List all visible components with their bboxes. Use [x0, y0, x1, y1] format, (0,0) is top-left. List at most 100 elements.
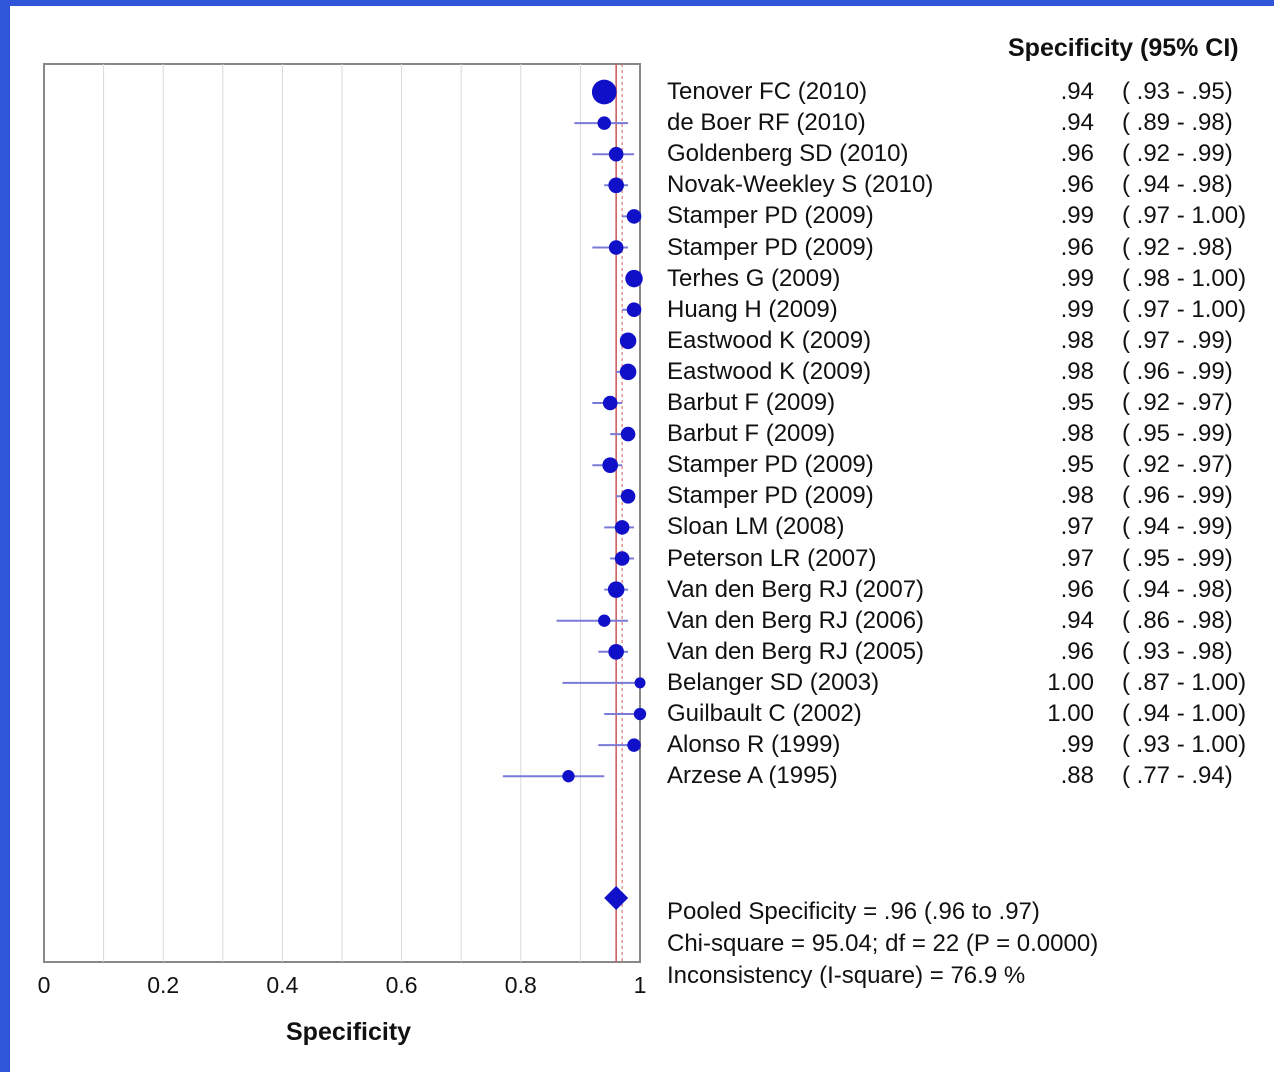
study-point: [608, 644, 624, 660]
study-point: [562, 770, 575, 783]
confidence-interval: ( .98 - 1.00): [1122, 264, 1247, 292]
specificity-value: .94: [1060, 606, 1094, 634]
study-point: [620, 426, 636, 442]
specificity-value: .99: [1060, 202, 1094, 230]
confidence-interval: ( .92 - .99): [1122, 140, 1233, 168]
study-name: Eastwood K (2009): [667, 357, 872, 385]
study-point: [608, 177, 624, 194]
specificity-value: .96: [1060, 575, 1094, 603]
specificity-value: 1.00: [1047, 668, 1094, 696]
study-point: [627, 738, 641, 752]
study-name: Guilbault C (2002): [667, 700, 862, 727]
specificity-value: .88: [1060, 762, 1094, 790]
study-name: Stamper PD (2009): [667, 202, 874, 230]
study-name: Barbut F (2009): [667, 389, 836, 416]
confidence-interval: ( .96 - .99): [1122, 357, 1233, 385]
column-header: Specificity (95% CI): [1008, 34, 1239, 62]
specificity-value: .98: [1060, 482, 1094, 510]
study-name: Novak-Weekley S (2010): [667, 171, 934, 199]
study-name: Stamper PD (2009): [667, 233, 874, 261]
confidence-interval: ( .97 - 1.00): [1122, 202, 1247, 230]
pooled-diamond: [604, 886, 629, 910]
study-point: [591, 79, 617, 105]
study-point: [619, 332, 637, 350]
study-point: [614, 551, 630, 566]
x-tick-label: 0.6: [385, 972, 418, 998]
study-name: Stamper PD (2009): [667, 482, 874, 510]
confidence-interval: ( .96 - .99): [1122, 482, 1233, 510]
specificity-value: .94: [1060, 109, 1094, 137]
specificity-value: .96: [1060, 140, 1094, 168]
inconsistency-text: Inconsistency (I-square) = 76.9 %: [667, 962, 1026, 989]
study-name: Peterson LR (2007): [667, 544, 877, 572]
study-point: [620, 489, 636, 504]
confidence-interval: ( .93 - .98): [1122, 637, 1233, 665]
x-axis-label: Specificity: [286, 1018, 412, 1046]
specificity-value: .98: [1060, 326, 1094, 354]
confidence-interval: ( .94 - .98): [1122, 171, 1233, 199]
confidence-interval: ( .97 - 1.00): [1122, 295, 1247, 323]
confidence-interval: ( .77 - .94): [1122, 762, 1233, 790]
confidence-interval: ( .89 - .98): [1122, 109, 1233, 137]
specificity-value: .97: [1060, 544, 1094, 572]
specificity-value: .99: [1060, 295, 1094, 323]
study-point: [608, 146, 624, 162]
specificity-value: .95: [1060, 451, 1094, 479]
confidence-interval: ( .94 - 1.00): [1122, 700, 1247, 727]
study-name: de Boer RF (2010): [667, 109, 866, 137]
confidence-interval: ( .92 - .98): [1122, 233, 1233, 261]
study-point: [597, 116, 611, 130]
study-name: Arzese A (1995): [667, 762, 838, 790]
study-point: [633, 707, 647, 721]
study-name: Tenover FC (2010): [667, 78, 868, 105]
study-point: [602, 395, 618, 411]
x-tick-label: 0.4: [266, 972, 299, 998]
chi-square-text: Chi-square = 95.04; df = 22 (P = 0.0000): [667, 930, 1099, 957]
specificity-value: .97: [1060, 513, 1094, 541]
specificity-value: .96: [1060, 171, 1094, 199]
study-name: Alonso R (1999): [667, 731, 841, 759]
study-name: Terhes G (2009): [667, 264, 841, 292]
study-name: Stamper PD (2009): [667, 451, 874, 479]
study-point: [614, 520, 630, 535]
specificity-value: .96: [1060, 233, 1094, 261]
x-tick-label: 0: [37, 972, 51, 998]
study-point: [619, 363, 637, 381]
pooled-specificity-text: Pooled Specificity = .96 (.96 to .97): [667, 898, 1040, 925]
x-tick-label: 0.2: [147, 972, 180, 998]
study-name: Belanger SD (2003): [667, 668, 880, 696]
chart-panel: Specificity (95% CI) Tenover FC (2010) .9…: [10, 6, 1274, 1072]
specificity-value: .98: [1060, 420, 1094, 448]
specificity-value: .98: [1060, 357, 1094, 385]
specificity-value: .94: [1060, 78, 1094, 105]
study-point: [634, 677, 646, 689]
confidence-interval: ( .94 - .99): [1122, 513, 1233, 541]
study-name: Goldenberg SD (2010): [667, 140, 909, 168]
study-name: Barbut F (2009): [667, 420, 836, 448]
study-point: [625, 269, 643, 288]
specificity-value: .99: [1060, 264, 1094, 292]
confidence-interval: ( .92 - .97): [1122, 389, 1233, 416]
confidence-interval: ( .92 - .97): [1122, 451, 1233, 479]
study-point: [626, 302, 642, 317]
confidence-interval: ( .95 - .99): [1122, 420, 1233, 448]
study-name: Eastwood K (2009): [667, 326, 872, 354]
specificity-value: .95: [1060, 389, 1094, 416]
study-name: Van den Berg RJ (2006): [667, 606, 925, 634]
study-name: Sloan LM (2008): [667, 513, 845, 541]
confidence-interval: ( .87 - 1.00): [1122, 668, 1247, 696]
study-point: [602, 457, 618, 474]
confidence-interval: ( .94 - .98): [1122, 575, 1233, 603]
specificity-value: .96: [1060, 637, 1094, 665]
confidence-interval: ( .93 - 1.00): [1122, 731, 1247, 759]
specificity-value: .99: [1060, 731, 1094, 759]
forest-plot: [43, 63, 647, 963]
x-tick-label: 1: [633, 972, 647, 998]
specificity-value: 1.00: [1047, 700, 1094, 727]
x-tick-label: 0.8: [504, 972, 537, 998]
study-point: [607, 581, 625, 598]
confidence-interval: ( .93 - .95): [1122, 78, 1233, 105]
confidence-interval: ( .97 - .99): [1122, 326, 1233, 354]
study-name: Huang H (2009): [667, 295, 838, 323]
study-point: [598, 614, 611, 627]
